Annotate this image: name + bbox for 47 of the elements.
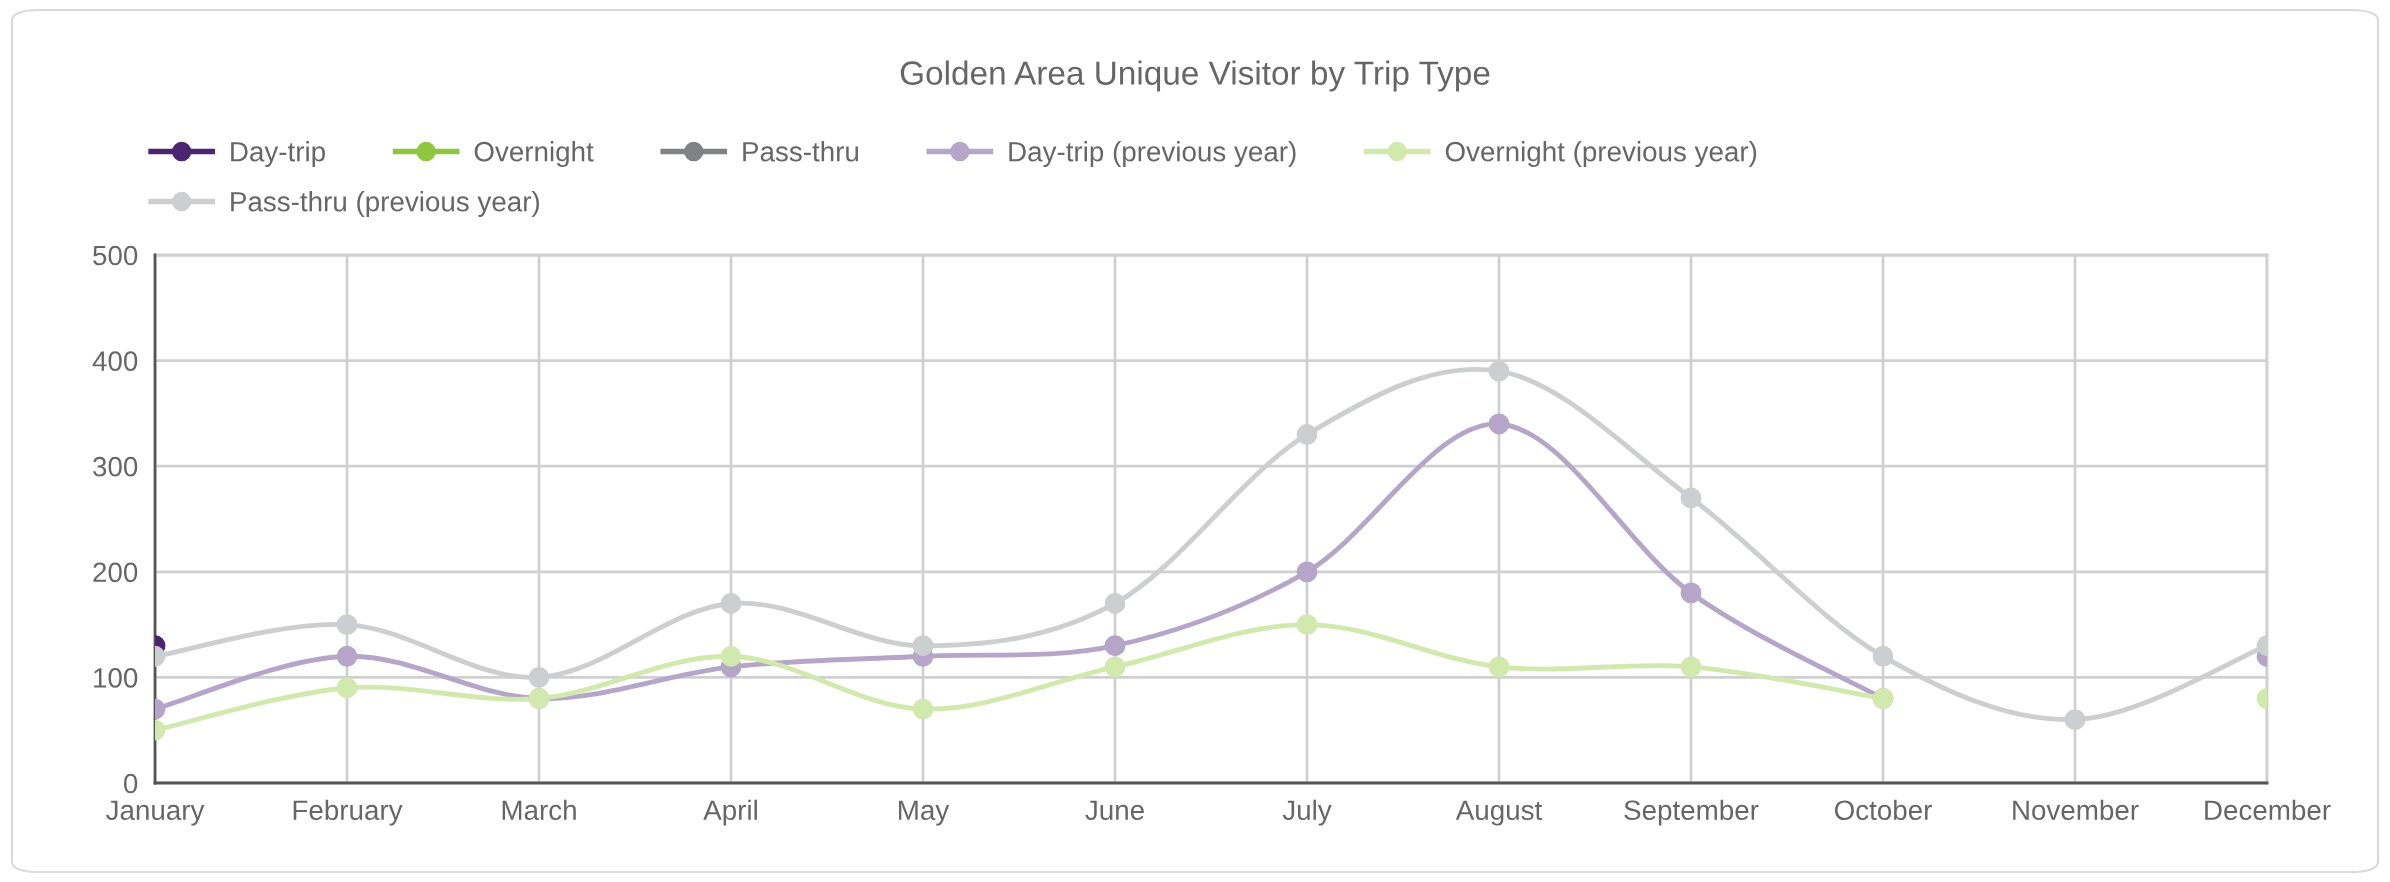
point bbox=[1680, 656, 1702, 678]
point bbox=[336, 677, 358, 699]
x-tick-label: August bbox=[1455, 800, 1543, 826]
point bbox=[336, 645, 358, 667]
point bbox=[1488, 360, 1510, 382]
x-tick-label: July bbox=[1282, 799, 1332, 826]
legend-label: Day-trip bbox=[231, 141, 325, 168]
y-tick-label: 0 bbox=[123, 773, 138, 794]
point bbox=[1872, 645, 1894, 667]
point bbox=[912, 698, 934, 720]
chart-title: Golden Area Unique Visitor by Trip Type bbox=[900, 60, 1490, 92]
y-tick-label: 200 bbox=[93, 562, 138, 583]
x-tick-label: February bbox=[293, 799, 403, 826]
point bbox=[336, 614, 358, 636]
point bbox=[1680, 582, 1702, 604]
x-tick-label: November bbox=[2013, 799, 2139, 821]
point bbox=[1680, 487, 1702, 509]
x-tick-label: October bbox=[1834, 799, 1932, 821]
legend-label: Overnight bbox=[474, 141, 594, 168]
point bbox=[720, 645, 742, 667]
x-tick-label: January bbox=[106, 800, 205, 826]
point bbox=[1104, 593, 1126, 614]
x-tick-label: June bbox=[1085, 800, 1144, 821]
point bbox=[1296, 424, 1318, 445]
point bbox=[2064, 709, 2086, 731]
x-tick-label: May bbox=[899, 800, 950, 826]
point bbox=[1296, 561, 1318, 583]
x-tick-label: April bbox=[703, 799, 757, 826]
legend-label: Overnight (previous year) bbox=[1445, 141, 1757, 168]
y-tick-label: 300 bbox=[93, 456, 138, 477]
point bbox=[1488, 656, 1510, 678]
y-tick-label: 400 bbox=[92, 351, 138, 371]
point bbox=[720, 593, 742, 614]
y-tick-label: 100 bbox=[94, 668, 138, 688]
point bbox=[1104, 656, 1126, 678]
legend-label: Pass-thru bbox=[743, 141, 859, 162]
legend-label: Pass-thru (previous year) bbox=[231, 191, 539, 218]
legend-label: Day-trip (previous year) bbox=[1009, 141, 1296, 168]
x-tick-label: September bbox=[1624, 799, 1759, 826]
point bbox=[1488, 413, 1510, 435]
point bbox=[1296, 614, 1318, 636]
point bbox=[528, 666, 550, 688]
y-tick-label: 500 bbox=[93, 245, 138, 266]
x-tick-label: December bbox=[2205, 799, 2331, 821]
point bbox=[912, 635, 934, 657]
point bbox=[1104, 635, 1126, 657]
x-tick-label: March bbox=[502, 799, 576, 821]
